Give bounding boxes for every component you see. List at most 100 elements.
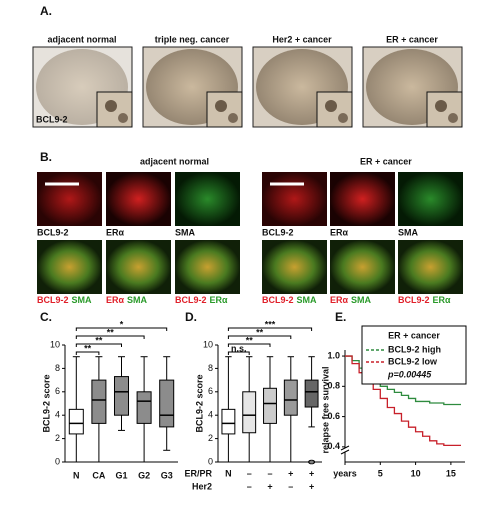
significance: ** — [84, 343, 92, 353]
y-tick-label: 6 — [55, 386, 60, 396]
merge-channel: BCL9-2 — [262, 295, 294, 305]
inset-cell — [448, 113, 458, 123]
x-tick-label: + — [309, 468, 314, 478]
merge-channel: ERα — [330, 295, 349, 305]
row-label: Her2 — [192, 481, 212, 491]
merge-label: ERα SMA — [106, 295, 148, 305]
image-title: adjacent normal — [47, 34, 116, 44]
micrograph — [262, 240, 327, 294]
legend-title: ER + cancer — [388, 330, 440, 340]
bracket — [75, 351, 100, 355]
y-tick-label: 8 — [208, 363, 213, 373]
micrograph — [262, 172, 327, 226]
micrograph — [175, 240, 240, 294]
x-tick-label: – — [247, 481, 252, 491]
channel-label: SMA — [398, 227, 419, 237]
bracket — [227, 335, 292, 339]
y-tick-label: 8 — [55, 363, 60, 373]
y-tick-label: 0.6 — [327, 411, 340, 421]
panel-label: B. — [40, 150, 52, 164]
channel-label: ERα — [106, 227, 125, 237]
x-tick-label: 5 — [378, 468, 383, 478]
bracket — [227, 327, 313, 331]
significance: ** — [95, 335, 103, 345]
x-tick-label: G3 — [161, 470, 173, 480]
significance: n.s. — [231, 343, 247, 353]
merge-label: BCL9-2 ERα — [175, 295, 228, 305]
merge-channel: ERα — [106, 295, 125, 305]
inset-cell — [118, 113, 128, 123]
box — [91, 379, 107, 424]
x-tick-label: G1 — [115, 470, 127, 480]
legend-entry: BCL9-2 high — [388, 344, 441, 354]
y-tick-label: 2 — [55, 433, 60, 443]
p-value: p=0.00445 — [387, 369, 432, 379]
panel-label: C. — [40, 310, 52, 324]
y-tick-label: 0 — [208, 456, 213, 466]
axis-break — [341, 448, 349, 452]
merge-channel: SMA — [351, 295, 372, 305]
merge-channel: BCL9-2 — [37, 295, 69, 305]
y-tick-label: 0 — [55, 456, 60, 466]
merge-channel: SMA — [297, 295, 318, 305]
channel-label: BCL9-2 — [262, 227, 294, 237]
legend-box — [361, 325, 467, 385]
bracket — [75, 335, 145, 339]
image-title: triple neg. cancer — [155, 34, 230, 44]
box — [221, 408, 236, 435]
merge-label: ERα SMA — [330, 295, 372, 305]
panel-label: A. — [40, 4, 52, 18]
merge-channel: BCL9-2 — [398, 295, 430, 305]
box — [68, 408, 84, 435]
inset-cell — [105, 100, 117, 112]
x-tick-label: years — [333, 468, 357, 478]
micrograph — [398, 240, 463, 294]
significance: *** — [265, 319, 276, 329]
inset-cell — [325, 100, 337, 112]
box — [304, 379, 319, 408]
box — [136, 391, 152, 424]
x-tick-label: – — [267, 468, 272, 478]
bracket — [75, 343, 122, 347]
micrograph — [37, 172, 102, 226]
micrograph — [175, 172, 240, 226]
y-axis-label: BCL9-2 score — [41, 374, 51, 432]
inset-cell — [215, 100, 227, 112]
stain-label: BCL9-2 — [36, 114, 68, 124]
inset-cell — [435, 100, 447, 112]
box — [283, 379, 298, 416]
y-tick-label: 10 — [50, 339, 60, 349]
channel-label: BCL9-2 — [37, 227, 69, 237]
x-tick-label: – — [288, 481, 293, 491]
micrograph — [106, 240, 171, 294]
group-title: ER + cancer — [360, 156, 412, 166]
merge-label: BCL9-2 SMA — [37, 295, 92, 305]
micrograph — [37, 240, 102, 294]
significance: ** — [246, 335, 254, 345]
significance: ** — [107, 327, 115, 337]
merge-channel: ERα — [210, 295, 229, 305]
merge-channel: ERα — [433, 295, 452, 305]
merge-channel: BCL9-2 — [175, 295, 207, 305]
micrograph — [106, 172, 171, 226]
panel-label: D. — [185, 310, 197, 324]
x-tick-label: 10 — [411, 468, 421, 478]
box — [113, 376, 130, 416]
y-tick-label: 0.4 — [327, 441, 340, 451]
channel-label: SMA — [175, 227, 196, 237]
inset-cell — [338, 113, 348, 123]
x-tick-label: G2 — [138, 470, 150, 480]
image-title: ER + cancer — [386, 34, 438, 44]
y-axis-label: relapse free survival — [320, 366, 330, 453]
box — [263, 387, 277, 424]
merge-channel: SMA — [72, 295, 93, 305]
y-tick-label: 4 — [208, 410, 213, 420]
y-tick-label: 4 — [55, 410, 60, 420]
x-tick-label: – — [247, 468, 252, 478]
x-tick-label: + — [267, 481, 272, 491]
significance: ** — [256, 327, 264, 337]
merge-label: BCL9-2 ERα — [398, 295, 451, 305]
y-axis-label: BCL9-2 score — [194, 374, 204, 432]
box — [242, 391, 257, 434]
